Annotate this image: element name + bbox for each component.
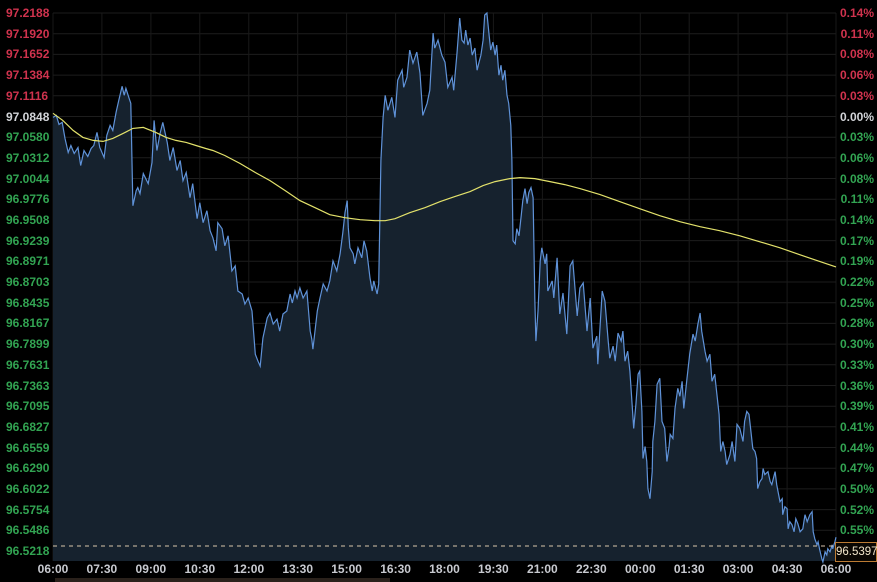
right-axis-label: 0.03% — [839, 88, 874, 103]
left-axis-label: 97.2188 — [6, 6, 50, 20]
right-axis-label: 0.55% — [839, 523, 874, 538]
time-axis-label: 00:00 — [624, 562, 656, 576]
time-axis-label: 15:00 — [331, 562, 362, 576]
right-axis-label: 0.14% — [839, 212, 874, 227]
moving-average-line — [52, 112, 837, 268]
right-axis-label: 0.06% — [839, 150, 874, 165]
left-axis-label: 96.9776 — [6, 192, 50, 207]
right-axis-label: 0.44% — [839, 440, 874, 455]
right-axis-label: 0.17% — [839, 233, 874, 248]
left-axis-label: 96.5218 — [6, 544, 50, 558]
left-axis-label: 97.1116 — [6, 88, 49, 103]
right-axis-label: 0.28% — [839, 316, 874, 331]
right-axis-label: 0.22% — [839, 275, 874, 289]
time-axis-label: 04:30 — [771, 562, 803, 576]
left-axis-label: 96.7095 — [6, 399, 50, 414]
left-axis-label: 96.6559 — [6, 440, 50, 455]
time-axis-label: 06:00 — [820, 562, 852, 576]
left-axis-label: 96.8435 — [6, 295, 50, 310]
time-axis-label: 03:00 — [722, 562, 754, 576]
time-axis-label: 19:30 — [478, 562, 509, 576]
right-axis-label: 0.00% — [839, 109, 874, 124]
left-axis-label: 96.9239 — [6, 233, 50, 248]
time-axis-label: 01:30 — [673, 562, 705, 576]
left-axis-label: 96.6022 — [6, 481, 50, 496]
left-axis-label: 97.1384 — [6, 68, 50, 83]
left-axis-label: 97.0580 — [6, 130, 50, 145]
left-axis-label: 96.7899 — [6, 337, 50, 352]
bottom-scrollbar-thumb[interactable] — [55, 578, 390, 582]
right-axis-label: 0.03% — [839, 130, 874, 145]
right-axis-label: 0.08% — [839, 47, 874, 62]
time-axis-label: 10:30 — [184, 562, 216, 576]
right-axis-label: 0.25% — [839, 295, 874, 310]
left-axis-label: 96.6290 — [6, 461, 50, 476]
time-axis-label: 12:00 — [233, 562, 265, 576]
time-axis-label: 22:30 — [575, 562, 607, 576]
last-price-badge: 96.5397 — [835, 542, 877, 562]
right-axis-label: 0.19% — [839, 254, 874, 269]
right-axis-label: 0.08% — [839, 171, 874, 186]
left-axis-label: 96.9508 — [6, 212, 50, 227]
time-axis-label: 16:30 — [380, 562, 411, 576]
left-axis-label: 96.5754 — [6, 502, 50, 517]
time-axis-label: 13:30 — [282, 562, 314, 576]
left-axis-label: 97.1920 — [6, 26, 50, 41]
left-axis-label: 96.7631 — [6, 357, 50, 372]
right-axis-label: 0.39% — [839, 399, 874, 414]
left-axis-label: 96.8167 — [6, 316, 50, 331]
price-line — [52, 11, 837, 565]
left-axis-label: 96.5486 — [6, 523, 50, 538]
right-axis-label: 0.33% — [839, 357, 874, 372]
right-axis-label: 0.36% — [839, 378, 874, 393]
right-axis-label: 0.50% — [839, 481, 874, 496]
right-axis-label: 0.41% — [839, 419, 874, 434]
left-axis-label: 96.8703 — [6, 275, 50, 289]
time-axis-label: 06:00 — [37, 562, 69, 576]
right-axis-label: 0.06% — [839, 68, 874, 83]
time-axis-label: 07:30 — [86, 562, 118, 576]
left-axis-label: 97.0044 — [6, 171, 50, 186]
left-axis-label: 96.7363 — [6, 378, 50, 393]
left-axis-label: 97.1652 — [6, 47, 50, 62]
left-axis-label: 96.6827 — [6, 419, 50, 434]
time-axis-label: 18:00 — [429, 562, 460, 576]
right-axis-label: 0.30% — [839, 337, 874, 352]
right-axis-label: 0.11% — [840, 192, 874, 207]
price-area-fill — [53, 13, 836, 562]
left-axis-label: 97.0312 — [6, 150, 50, 165]
left-axis-label: 96.8971 — [6, 254, 50, 269]
right-axis-label: 0.11% — [840, 26, 874, 41]
time-axis-label: 09:00 — [135, 562, 167, 576]
right-axis-label: 0.52% — [839, 502, 874, 517]
left-axis-label: 97.0848 — [6, 109, 50, 124]
right-axis-label: 0.14% — [839, 6, 874, 20]
time-axis-label: 21:00 — [527, 562, 558, 576]
right-axis-label: 0.47% — [839, 461, 874, 476]
